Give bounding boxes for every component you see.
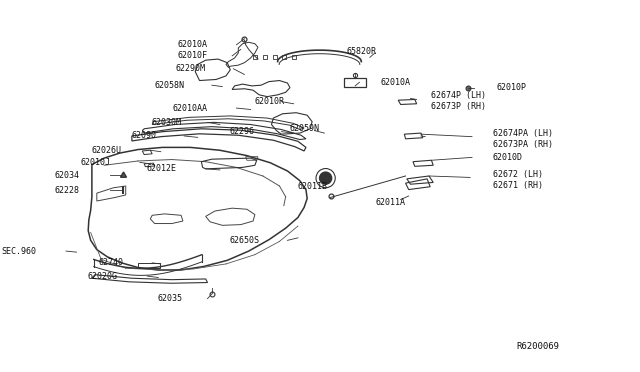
- Text: 62011A: 62011A: [375, 198, 405, 206]
- Text: 62010AA: 62010AA: [173, 103, 207, 113]
- Text: 62026U: 62026U: [92, 146, 122, 155]
- Text: 62672 (LH)
62671 (RH): 62672 (LH) 62671 (RH): [493, 170, 543, 190]
- Text: 62034: 62034: [54, 171, 79, 180]
- Text: 62059N: 62059N: [290, 124, 320, 133]
- Text: 62674PA (LH)
62673PA (RH): 62674PA (LH) 62673PA (RH): [493, 129, 553, 149]
- Circle shape: [319, 171, 332, 185]
- Text: 62030M: 62030M: [151, 118, 181, 127]
- Text: SEC.960: SEC.960: [1, 247, 36, 256]
- Text: 62058N: 62058N: [154, 81, 184, 90]
- Text: 62650S: 62650S: [229, 236, 259, 245]
- Text: 62010F: 62010F: [177, 51, 207, 60]
- Text: 62010P: 62010P: [497, 83, 527, 92]
- Text: 62010A: 62010A: [381, 78, 411, 87]
- Text: 62010R: 62010R: [255, 97, 285, 106]
- Text: 62010D: 62010D: [493, 153, 523, 162]
- Text: 62011B: 62011B: [297, 182, 327, 191]
- Text: R6200069: R6200069: [516, 342, 559, 352]
- Text: 62090: 62090: [131, 131, 156, 141]
- Text: 62228: 62228: [54, 186, 79, 195]
- Text: 62290M: 62290M: [176, 64, 205, 73]
- Text: 62674P (LH)
62673P (RH): 62674P (LH) 62673P (RH): [431, 91, 486, 111]
- Text: 62035: 62035: [158, 294, 183, 303]
- Text: 62010J: 62010J: [81, 158, 110, 167]
- Text: 62010A: 62010A: [177, 40, 207, 49]
- Text: 62012E: 62012E: [147, 164, 177, 173]
- Text: 62296: 62296: [230, 127, 255, 136]
- Text: 65820R: 65820R: [346, 47, 376, 56]
- Text: 62740: 62740: [99, 259, 124, 267]
- Text: 62020G: 62020G: [88, 272, 118, 280]
